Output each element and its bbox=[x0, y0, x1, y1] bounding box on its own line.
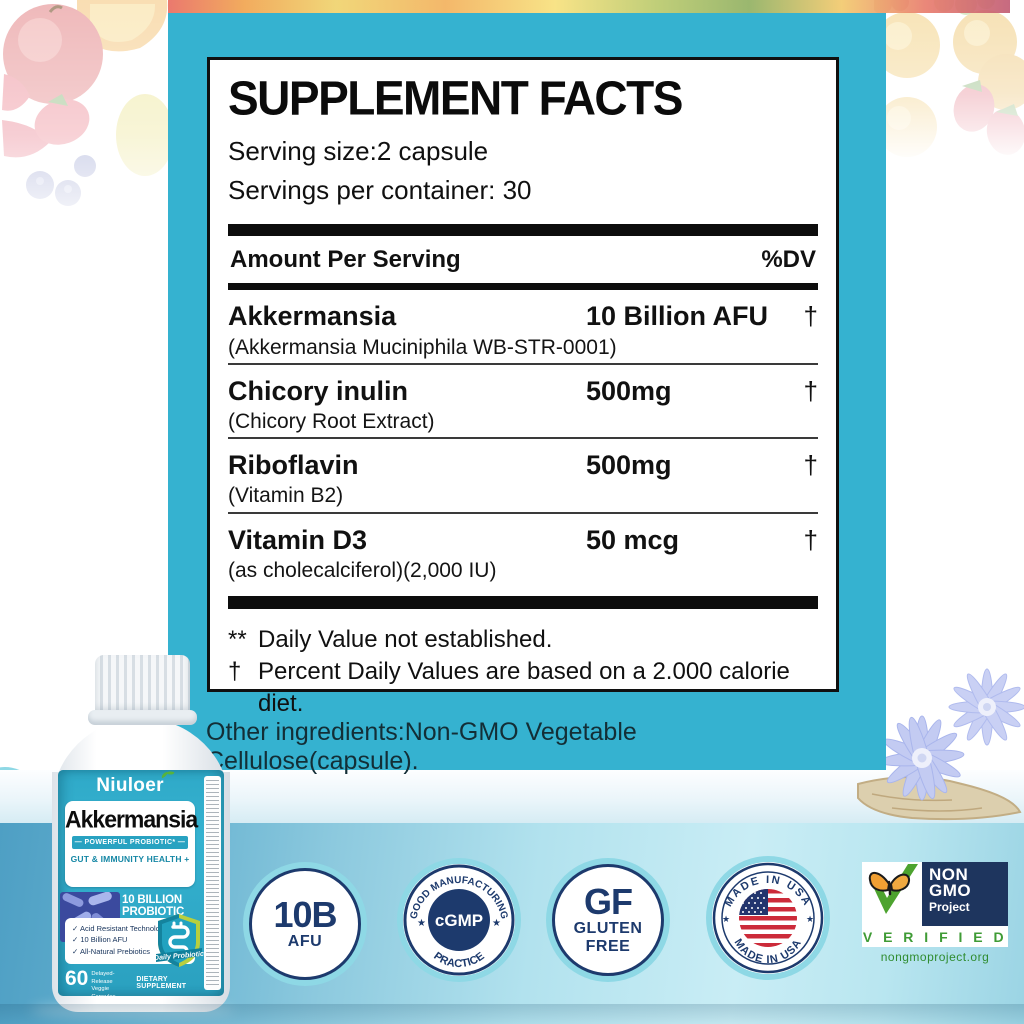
footnote: † Percent Daily Values are based on a 2.… bbox=[228, 656, 818, 720]
badge-10b-text: 10B bbox=[273, 893, 337, 935]
ingredient-amount: 50 mcg bbox=[586, 524, 680, 555]
nongmo-line1: NON bbox=[929, 865, 969, 884]
feature-item: ✓ 10 Billion AFU bbox=[72, 935, 128, 945]
feature-item: ✓ Acid Resistant Technology bbox=[72, 924, 168, 933]
feature-item: ✓ All-Natural Prebiotics bbox=[72, 946, 150, 956]
divider-mid bbox=[228, 283, 818, 291]
claim-text: 10 BILLION PROBIOTIC bbox=[122, 894, 185, 919]
fruit-photo-right bbox=[872, 0, 1024, 170]
other-ingredients: Other ingredients:Non-GMO Vegetable Cell… bbox=[206, 718, 637, 775]
svg-text:PRACTICE: PRACTICE bbox=[431, 950, 486, 970]
nongmo-check-butterfly bbox=[862, 862, 922, 926]
table-row: Chicory inulin 500mg † (Chicory Root Ext… bbox=[228, 365, 818, 440]
tagline-band: — POWERFUL PROBIOTIC* — bbox=[72, 836, 188, 849]
fruit-left-art bbox=[2, 0, 174, 206]
star-icon: ★ bbox=[417, 918, 426, 929]
footnote-symbol: † bbox=[228, 657, 242, 685]
footnotes: ** Daily Value not established. † Percen… bbox=[228, 624, 818, 720]
cgmp-center-text: cGMP bbox=[435, 911, 483, 930]
bottle-label: Niuloer Akkermansia — POWERFUL PROBIOTIC… bbox=[58, 769, 224, 1000]
label-white-panel: Akkermansia — POWERFUL PROBIOTIC* — GUT … bbox=[65, 801, 198, 887]
ingredient-name: Chicory inulin bbox=[228, 375, 409, 406]
chicory-art bbox=[857, 668, 1024, 821]
servings-per-container: Servings per container: 30 bbox=[228, 175, 532, 206]
divider-thick bbox=[228, 596, 818, 610]
badge-afu-text: AFU bbox=[287, 932, 323, 950]
ingredient-detail: (Chicory Root Extract) bbox=[228, 409, 435, 433]
nongmo-line3: Project bbox=[929, 900, 970, 915]
fruit-strip-top bbox=[168, 0, 1010, 13]
count-detail-line2: Veggie Capsules bbox=[91, 986, 116, 1000]
serving-size: Serving size:2 capsule bbox=[228, 135, 489, 166]
bottle-cap-base bbox=[88, 710, 197, 725]
bottle-reflection bbox=[30, 1002, 235, 1018]
product-bottle: Niuloer Akkermansia — POWERFUL PROBIOTIC… bbox=[14, 652, 230, 1014]
supplement-facts-panel: SUPPLEMENT FACTS Serving size:2 capsule … bbox=[168, 13, 886, 775]
daily-probiotic-shield: Daily Probiotic bbox=[153, 912, 204, 975]
ingredient-amount: 500mg bbox=[586, 375, 672, 406]
ingredient-detail: (Akkermansia Muciniphila WB-STR-0001) bbox=[228, 335, 617, 359]
footnote-text: Daily Value not established. bbox=[258, 626, 553, 654]
ingredient-detail: (Vitamin B2) bbox=[228, 484, 344, 508]
ingredient-name: Vitamin D3 bbox=[228, 524, 368, 555]
badge-gluten-free: GF GLUTEN FREE bbox=[552, 864, 664, 976]
chicory-flower-photo bbox=[852, 662, 1024, 827]
table-row: Vitamin D3 50 mcg † (as cholecalciferol)… bbox=[228, 514, 818, 590]
ingredient-name: Akkermansia bbox=[228, 301, 397, 332]
supplement-facts-box: SUPPLEMENT FACTS Serving size:2 capsule … bbox=[207, 57, 839, 717]
footnote-text: Percent Daily Values are based on a 2.00… bbox=[258, 657, 790, 717]
nongmo-box: NON GMO Project bbox=[922, 862, 1008, 926]
table-row: Riboflavin 500mg † (Vitamin B2) bbox=[228, 439, 818, 514]
ingredient-dv: † bbox=[803, 524, 818, 555]
capsule-count-detail: Delayed-Release Veggie Capsules bbox=[91, 971, 126, 1001]
badge-gluten-text: GLUTEN bbox=[573, 919, 643, 937]
badge-cgmp: GOOD MANUFACTURING PRACTICE ★ ★ cGMP bbox=[403, 864, 515, 976]
ingredient-detail: (as cholecalciferol)(2,000 IU) bbox=[228, 558, 497, 582]
divider-thick bbox=[228, 224, 818, 237]
brand-name: Niuloer bbox=[58, 769, 202, 797]
count-row: 60 Delayed-Release Veggie Capsules DIETA… bbox=[65, 968, 202, 1001]
ingredient-dv: † bbox=[803, 301, 818, 332]
badge-gf-text: GF bbox=[584, 880, 633, 922]
capsule-count: 60 bbox=[65, 967, 89, 990]
brand-text: Niuloer bbox=[96, 775, 164, 796]
badge-free-text: FREE bbox=[585, 938, 631, 955]
footnote-symbol: ** bbox=[228, 626, 247, 654]
count-detail-line1: Delayed-Release bbox=[91, 971, 115, 985]
facts-title: SUPPLEMENT FACTS bbox=[228, 70, 683, 126]
badge-10b-afu: 10B AFU bbox=[249, 868, 361, 980]
amount-per-serving-label: Amount Per Serving bbox=[230, 246, 461, 274]
footnote: ** Daily Value not established. bbox=[228, 624, 818, 656]
badge-made-in-usa: MADE IN USA MADE IN USA ★ ★ bbox=[712, 862, 824, 974]
leaf-icon bbox=[166, 769, 175, 777]
dv-label: %DV bbox=[761, 246, 816, 274]
fruit-photo-left bbox=[0, 0, 180, 245]
ingredient-dv: † bbox=[803, 375, 818, 406]
fruit-right-art bbox=[872, 0, 1024, 157]
butterfly-icon bbox=[868, 872, 911, 896]
facts-header-row: Amount Per Serving %DV bbox=[228, 236, 818, 283]
dietary-supplement-label: DIETARY SUPPLEMENT bbox=[136, 976, 187, 990]
product-name: Akkermansia bbox=[65, 805, 198, 833]
nongmo-verified-text: V E R I F I E D bbox=[862, 926, 1008, 947]
bottle-cap bbox=[95, 655, 190, 715]
ingredient-amount: 500mg bbox=[586, 450, 672, 481]
ingredient-dv: † bbox=[803, 450, 818, 481]
shield-label: Daily Probiotic bbox=[154, 949, 204, 962]
ingredient-amount: 10 Billion AFU bbox=[586, 301, 769, 332]
ingredient-name: Riboflavin bbox=[228, 450, 359, 481]
badge-non-gmo-verified: NON GMO Project V E R I F I E D nongmopr… bbox=[862, 862, 1008, 974]
star-icon: ★ bbox=[806, 914, 814, 924]
star-icon: ★ bbox=[722, 914, 730, 924]
cgmp-bottom-arc-text: PRACTICE bbox=[431, 950, 486, 970]
nongmo-url: nongmoproject.org bbox=[880, 950, 990, 964]
label-side-text-strip bbox=[204, 776, 221, 990]
star-icon: ★ bbox=[492, 918, 501, 929]
table-row: Akkermansia 10 Billion AFU † (Akkermansi… bbox=[228, 290, 818, 365]
label-subtitle: GUT & IMMUNITY HEALTH + bbox=[70, 854, 190, 864]
nongmo-line2: GMO bbox=[929, 881, 972, 901]
